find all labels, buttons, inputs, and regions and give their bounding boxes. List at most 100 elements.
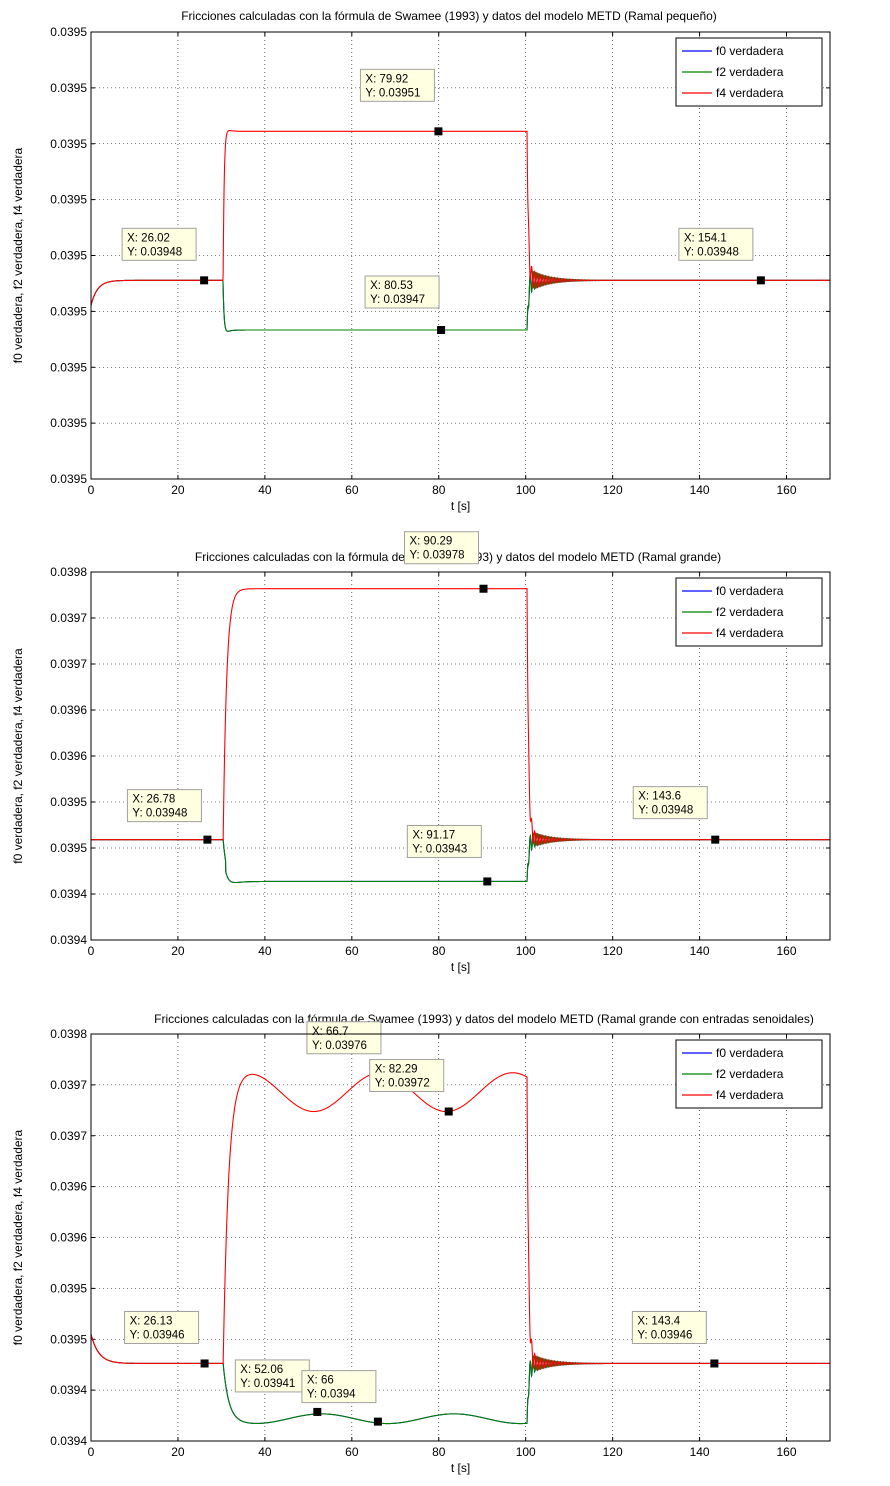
datatip-y-label: Y: 0.0394 <box>307 1389 356 1401</box>
datatip-x-label: X: 82.29 <box>375 1064 418 1076</box>
datatip: X: 90.29 Y: 0.03978 <box>403 531 488 593</box>
datatip: X: 80.53 Y: 0.03947 <box>364 275 446 334</box>
datatip: X: 91.17 Y: 0.03943 <box>406 824 492 886</box>
x-tick-label: 0 <box>88 483 95 497</box>
legend: f0 verdadera f2 verdadera f4 verdadera <box>675 577 823 647</box>
y-tick-label: 0.0395 <box>50 1332 87 1346</box>
datatip-box <box>364 275 440 309</box>
datatip: X: 79.92 Y: 0.03951 <box>359 68 443 136</box>
y-tick-label: 0.0396 <box>50 1180 87 1194</box>
datatip-marker <box>444 1107 453 1116</box>
datatip-marker <box>200 276 209 285</box>
datatip-y-label: Y: 0.03948 <box>638 805 693 817</box>
legend: f0 verdadera f2 verdadera f4 verdadera <box>675 37 823 107</box>
y-tick-label: 0.0395 <box>50 304 87 318</box>
y-tick-label: 0.0396 <box>50 1231 87 1245</box>
axes-frame <box>90 1033 831 1442</box>
x-tick-label: 20 <box>171 944 185 958</box>
datatip-box <box>359 68 435 102</box>
datatip-marker <box>203 835 212 844</box>
y-tick-label: 0.0395 <box>50 137 87 151</box>
datatip: X: 26.78 Y: 0.03948 <box>126 789 212 844</box>
y-tick-label: 0.0395 <box>50 416 87 430</box>
datatip: X: 26.13 Y: 0.03946 <box>124 1310 209 1368</box>
x-axis-label: t [s] <box>451 499 470 513</box>
datatip-x-label: X: 26.02 <box>127 232 170 244</box>
y-tick-label: 0.0395 <box>50 25 87 39</box>
y-tick-label: 0.0398 <box>50 565 87 579</box>
datatip-x-label: X: 143.4 <box>637 1315 680 1327</box>
legend-label: f2 verdadera <box>716 1067 784 1081</box>
datatip-y-label: Y: 0.03978 <box>409 550 464 562</box>
datatip-x-label: X: 66.7 <box>312 1026 348 1038</box>
datatip-box <box>126 789 202 823</box>
x-tick-label: 40 <box>258 1445 272 1459</box>
datatip-marker <box>313 1407 322 1416</box>
y-tick-label: 0.0394 <box>50 933 87 947</box>
x-tick-label: 140 <box>690 483 710 497</box>
datatip-x-label: X: 91.17 <box>412 829 455 841</box>
axes-frame <box>90 31 831 480</box>
x-tick-label: 100 <box>516 1445 536 1459</box>
x-tick-label: 80 <box>432 483 446 497</box>
x-tick-label: 0 <box>88 944 95 958</box>
datatip-box <box>678 227 754 261</box>
datatip-box <box>124 1310 200 1344</box>
datatip: X: 154.1 Y: 0.03948 <box>678 227 765 285</box>
datatip-x-label: X: 79.92 <box>365 73 408 85</box>
x-tick-label: 80 <box>432 1445 446 1459</box>
y-tick-label: 0.0394 <box>50 1383 87 1397</box>
x-tick-label: 60 <box>345 1445 359 1459</box>
y-tick-label: 0.0395 <box>50 472 87 486</box>
axes-frame <box>90 571 831 941</box>
datatip-y-label: Y: 0.03948 <box>132 808 187 820</box>
y-tick-label: 0.0397 <box>50 611 87 625</box>
x-tick-label: 120 <box>603 1445 623 1459</box>
datatip-y-label: Y: 0.03948 <box>127 246 182 258</box>
datatip-box <box>369 1059 445 1093</box>
y-tick-label: 0.0395 <box>50 795 87 809</box>
datatip: X: 143.4 Y: 0.03946 <box>631 1310 719 1368</box>
datatip: X: 82.29 Y: 0.03972 <box>369 1059 453 1116</box>
y-axis-label: f0 verdadera, f2 verdadera, f4 verdadera <box>11 648 25 864</box>
datatip-x-label: X: 90.29 <box>409 536 452 548</box>
datatip: X: 26.02 Y: 0.03948 <box>121 227 209 285</box>
y-tick-label: 0.0396 <box>50 703 87 717</box>
datatip-y-label: Y: 0.03951 <box>365 87 420 99</box>
datatip-marker <box>373 1417 382 1426</box>
datatip-marker <box>434 127 443 136</box>
datatip: X: 66.7 Y: 0.03976 <box>306 1021 385 1077</box>
datatip-y-label: Y: 0.03946 <box>130 1329 185 1341</box>
datatip-x-label: X: 52.06 <box>240 1364 283 1376</box>
datatip-marker <box>756 276 765 285</box>
legend-label: f0 verdadera <box>716 1046 784 1060</box>
datatip-marker <box>483 877 492 886</box>
datatip-y-label: Y: 0.03946 <box>637 1329 692 1341</box>
y-tick-label: 0.0397 <box>50 657 87 671</box>
x-tick-label: 80 <box>432 944 446 958</box>
datatip-marker <box>710 1359 719 1368</box>
x-tick-label: 60 <box>345 483 359 497</box>
x-tick-label: 40 <box>258 944 272 958</box>
x-tick-label: 160 <box>777 944 797 958</box>
y-tick-label: 0.0394 <box>50 1434 87 1448</box>
datatip-box <box>631 1310 707 1344</box>
y-tick-label: 0.0394 <box>50 887 87 901</box>
datatip-marker <box>200 1359 209 1368</box>
x-axis-label: t [s] <box>451 960 470 974</box>
x-tick-label: 0 <box>88 1445 95 1459</box>
datatip: X: 143.6 Y: 0.03948 <box>632 786 720 844</box>
x-tick-label: 160 <box>777 1445 797 1459</box>
x-tick-label: 60 <box>345 944 359 958</box>
x-tick-label: 100 <box>516 944 536 958</box>
x-tick-label: 140 <box>690 1445 710 1459</box>
x-tick-label: 20 <box>171 1445 185 1459</box>
legend-label: f4 verdadera <box>716 86 784 100</box>
legend-label: f0 verdadera <box>716 44 784 58</box>
y-tick-label: 0.0396 <box>50 749 87 763</box>
legend-label: f2 verdadera <box>716 65 784 79</box>
legend-label: f2 verdadera <box>716 605 784 619</box>
datatip-box <box>301 1370 377 1404</box>
datatip-marker <box>711 835 720 844</box>
